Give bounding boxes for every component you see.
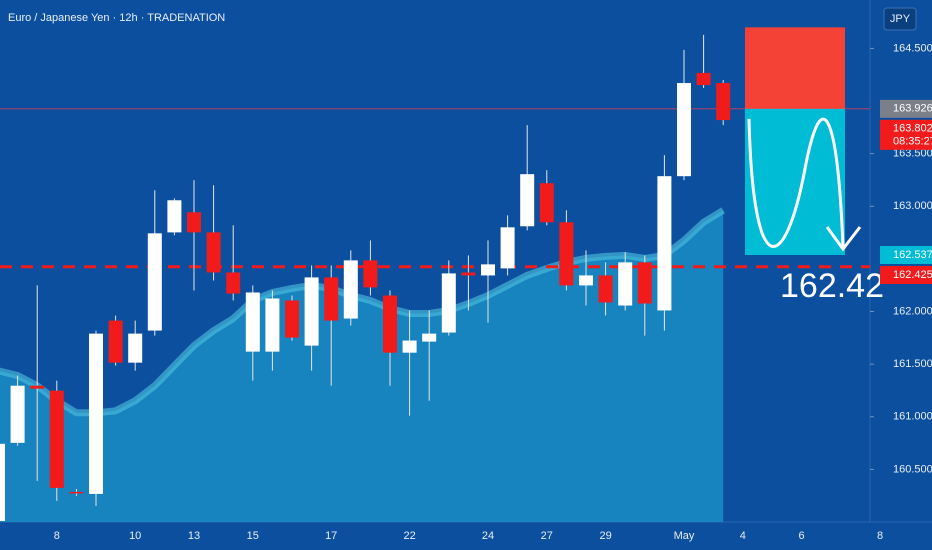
y-tick-label: 160.500 xyxy=(893,463,932,475)
candle-body xyxy=(657,176,672,311)
x-tick-label: 15 xyxy=(247,530,259,542)
candle-body xyxy=(324,277,339,321)
candle-body xyxy=(343,260,358,319)
candle-body xyxy=(187,212,201,233)
chart-title: Euro / Japanese Yen · 12h · TRADENATION xyxy=(8,12,225,24)
x-tick-label: 27 xyxy=(541,530,553,542)
candle-body xyxy=(0,443,5,521)
candle-body xyxy=(383,295,397,353)
x-tick-label: 4 xyxy=(740,530,746,542)
candle-body xyxy=(89,333,103,494)
price-marker xyxy=(880,119,932,150)
candle-body xyxy=(539,183,554,223)
price-marker xyxy=(880,266,932,285)
candle-body xyxy=(402,340,417,353)
y-tick-label: 162.000 xyxy=(893,305,932,317)
x-tick-label: 10 xyxy=(129,530,141,542)
x-tick-label: 17 xyxy=(325,530,337,542)
x-tick-label: 24 xyxy=(482,530,494,542)
x-tick-label: 13 xyxy=(188,530,200,542)
candle-body xyxy=(598,275,613,303)
plot xyxy=(0,27,870,522)
candle-body xyxy=(167,200,182,233)
currency-button[interactable] xyxy=(883,7,917,31)
y-tick-label: 161.500 xyxy=(893,358,932,370)
candle-body xyxy=(265,298,280,352)
y-tick-label: 161.000 xyxy=(893,411,932,423)
x-tick-label: 22 xyxy=(403,530,415,542)
candle-body xyxy=(206,232,221,273)
candle-body xyxy=(696,72,711,86)
candle-body xyxy=(520,174,535,227)
callout: 162.42 xyxy=(780,267,884,305)
ma-band xyxy=(0,207,726,417)
x-tick-label: 29 xyxy=(599,530,611,542)
candle-body xyxy=(10,385,25,443)
countdown: 08:35:27 xyxy=(893,136,932,148)
x-tick-label: May xyxy=(674,530,695,542)
y-tick-label: 163.000 xyxy=(893,200,932,212)
candle-body xyxy=(108,320,123,363)
candle-body xyxy=(481,264,495,276)
price-marker xyxy=(880,246,932,265)
candle-body xyxy=(285,300,299,338)
price-marker-label: 162.537 xyxy=(893,249,932,261)
candle-body xyxy=(226,272,241,294)
price-marker-label: 163.802 xyxy=(893,123,932,135)
arrow-head xyxy=(825,226,862,252)
x-tick-label: 6 xyxy=(799,530,805,542)
candle-body xyxy=(441,273,456,333)
candle-body xyxy=(637,262,652,304)
price-marker-label: 162.425 xyxy=(893,269,932,281)
candle-body xyxy=(422,333,437,342)
price-marker-label: 163.926 xyxy=(893,103,932,115)
x-tick-label: 8 xyxy=(54,530,60,542)
candle-body xyxy=(128,333,143,363)
y-tick-label: 163.500 xyxy=(893,148,932,160)
candle-body xyxy=(559,222,574,286)
candle-body xyxy=(500,227,515,269)
candle-body xyxy=(69,491,84,494)
candle-body xyxy=(677,83,691,177)
price-marker xyxy=(880,99,932,118)
candle-body xyxy=(30,385,45,389)
y-tick-label: 164.500 xyxy=(893,42,932,54)
candle-body xyxy=(245,292,260,352)
candle-body xyxy=(716,83,731,121)
ma-area xyxy=(0,210,724,522)
candle-body xyxy=(147,233,162,331)
candle-body xyxy=(461,272,476,276)
stop-zone xyxy=(745,27,845,109)
candle-body xyxy=(304,277,319,346)
x-tick-label: 8 xyxy=(877,530,883,542)
candle-body xyxy=(579,275,593,286)
candle-body xyxy=(49,390,64,488)
candle-body xyxy=(363,260,378,288)
candle-body xyxy=(618,262,633,306)
currency-label[interactable]: JPY xyxy=(890,13,911,25)
arrow-curve xyxy=(747,117,845,248)
